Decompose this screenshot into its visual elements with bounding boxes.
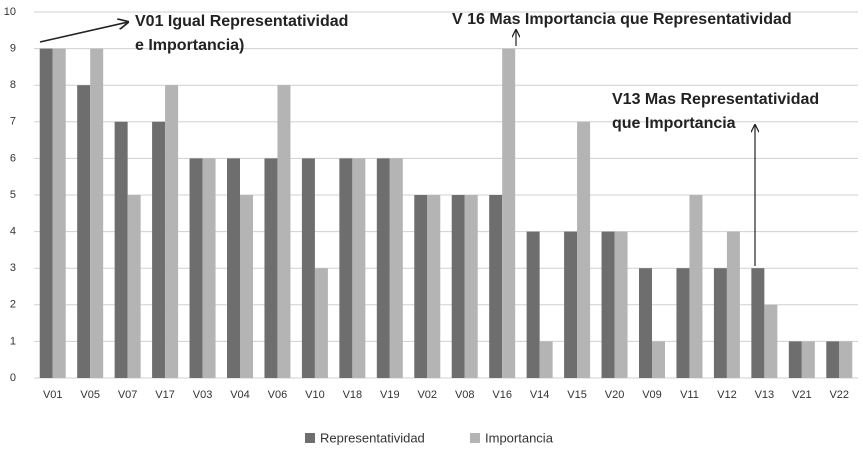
bar bbox=[165, 85, 179, 378]
x-tick-label: V05 bbox=[80, 389, 100, 401]
bar bbox=[489, 195, 503, 378]
bar bbox=[90, 48, 104, 378]
bar bbox=[339, 158, 353, 378]
bar bbox=[652, 341, 665, 378]
y-tick-label: 8 bbox=[10, 79, 16, 91]
bar bbox=[801, 341, 815, 378]
bar bbox=[277, 85, 291, 378]
x-tick-label: V13 bbox=[755, 389, 775, 401]
bar bbox=[77, 85, 91, 378]
y-tick-label: 0 bbox=[10, 372, 16, 384]
y-tick-label: 2 bbox=[10, 299, 16, 311]
legend-label: Importancia bbox=[485, 430, 554, 445]
x-tick-label: V08 bbox=[455, 389, 475, 401]
x-tick-label: V09 bbox=[642, 389, 662, 401]
bar bbox=[639, 268, 652, 378]
legend-label: Representatividad bbox=[320, 430, 425, 445]
bar bbox=[751, 268, 765, 378]
bar bbox=[676, 268, 690, 378]
x-tick-label: V10 bbox=[305, 389, 325, 401]
bar bbox=[713, 268, 727, 378]
x-tick-label: V15 bbox=[567, 389, 587, 401]
bar bbox=[189, 158, 203, 378]
bar bbox=[414, 195, 428, 378]
y-tick-label: 6 bbox=[10, 152, 16, 164]
bar bbox=[152, 121, 166, 379]
bar bbox=[127, 195, 141, 378]
x-tick-label: V17 bbox=[155, 389, 175, 401]
bar bbox=[464, 195, 478, 378]
bar bbox=[376, 158, 390, 378]
bar bbox=[240, 195, 253, 378]
bar bbox=[788, 341, 802, 378]
bar bbox=[689, 195, 703, 378]
y-tick-label: 4 bbox=[10, 226, 16, 238]
bar bbox=[564, 231, 578, 378]
y-tick-label: 9 bbox=[10, 43, 16, 55]
x-tick-label: V20 bbox=[605, 389, 625, 401]
x-tick-label: V04 bbox=[230, 389, 250, 401]
bar bbox=[764, 304, 778, 378]
bar bbox=[601, 231, 615, 378]
legend-swatch bbox=[305, 433, 315, 443]
legend-swatch bbox=[470, 433, 480, 443]
bar bbox=[502, 48, 516, 378]
annotation: V01 Igual Representatividad bbox=[135, 13, 348, 30]
bar bbox=[427, 195, 441, 378]
bar bbox=[526, 231, 540, 378]
bar bbox=[451, 195, 465, 378]
x-tick-label: V01 bbox=[43, 389, 63, 401]
annotation: V13 Mas Representatividad bbox=[612, 91, 819, 108]
bar bbox=[726, 231, 740, 378]
bar bbox=[577, 121, 591, 379]
bar bbox=[539, 341, 553, 378]
annotation: e Importancia) bbox=[135, 37, 244, 54]
bar bbox=[314, 268, 328, 378]
bar bbox=[264, 158, 278, 378]
bar bbox=[826, 341, 840, 378]
bar bbox=[352, 158, 366, 378]
bar bbox=[301, 158, 315, 378]
y-tick-label: 5 bbox=[10, 189, 16, 201]
x-tick-label: V14 bbox=[530, 389, 550, 401]
plot: 0 1 2 3 4 5 6 7 8 9 10 V01 V05 V07 V17 V03 V04 V06 V10 V18 V… bbox=[4, 6, 858, 445]
x-tick-label: V06 bbox=[268, 389, 288, 401]
x-tick-label: V19 bbox=[380, 389, 400, 401]
x-tick-label: V22 bbox=[829, 389, 849, 401]
x-tick-label: V03 bbox=[193, 389, 213, 401]
arrow bbox=[39, 22, 128, 43]
y-tick-label: 3 bbox=[10, 262, 16, 274]
x-tick-label: V11 bbox=[680, 389, 699, 401]
annotation: V 16 Mas Importancia que Representativid… bbox=[452, 11, 792, 28]
x-tick-label: V18 bbox=[343, 389, 363, 401]
y-tick-label: 7 bbox=[10, 116, 16, 128]
x-tick-label: V16 bbox=[492, 389, 512, 401]
x-tick-label: V02 bbox=[417, 389, 437, 401]
bar bbox=[389, 158, 403, 378]
bar bbox=[202, 158, 216, 378]
y-tick-label: 10 bbox=[4, 6, 16, 18]
bar bbox=[614, 231, 628, 378]
bar bbox=[839, 341, 853, 378]
x-tick-label: V21 bbox=[792, 389, 812, 401]
bar bbox=[39, 48, 53, 378]
annotation: que Importancia bbox=[612, 115, 736, 132]
bar bbox=[227, 158, 240, 378]
bar bbox=[52, 48, 66, 378]
x-tick-label: V12 bbox=[717, 389, 737, 401]
y-tick-label: 1 bbox=[10, 335, 16, 347]
bar bbox=[114, 121, 128, 379]
x-tick-label: V07 bbox=[118, 389, 138, 401]
